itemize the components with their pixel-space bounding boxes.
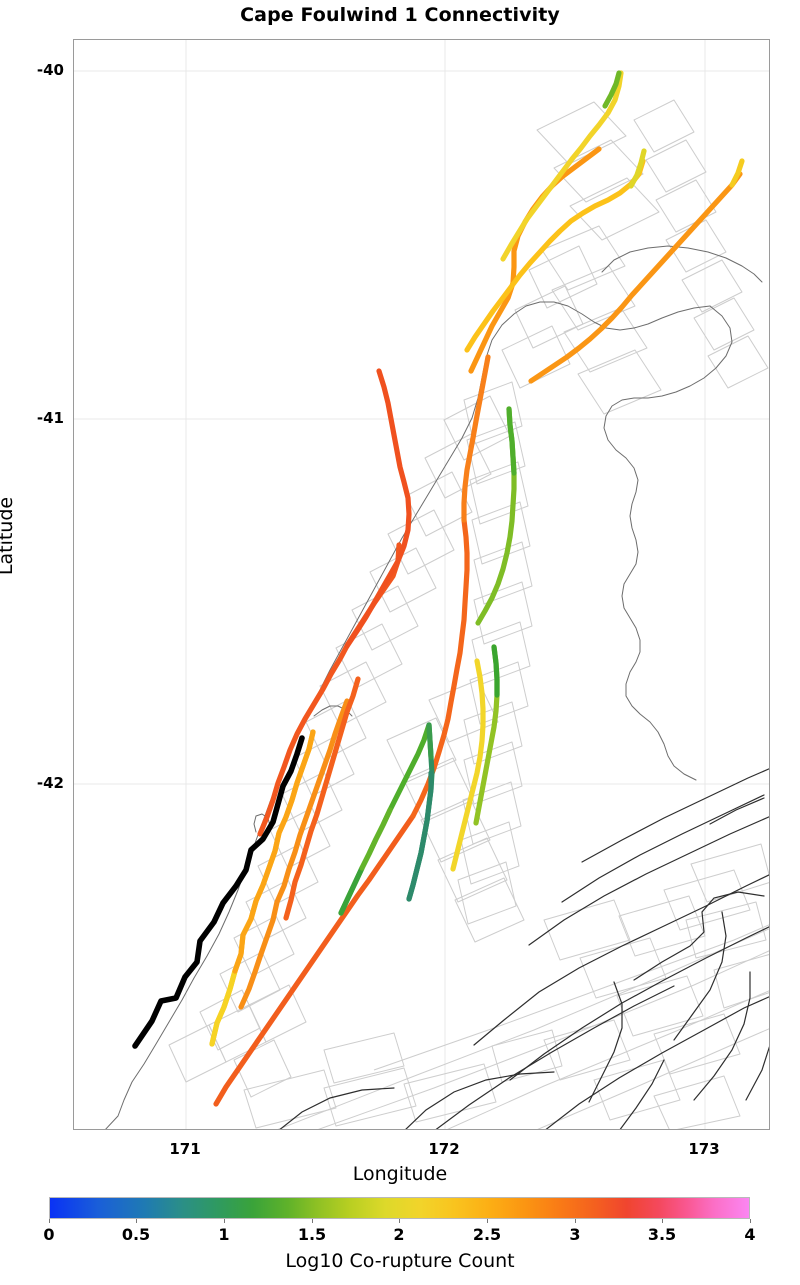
colorbar-tick-label: 3.5 bbox=[647, 1225, 677, 1244]
colorbar-tick-label: 2.5 bbox=[472, 1225, 502, 1244]
y-axis-label: Latitude bbox=[0, 496, 17, 576]
ytick-label: -41 bbox=[36, 409, 64, 427]
colorbar-label: Log10 Co-rupture Count bbox=[285, 1250, 515, 1272]
colorbar-tick-label: 2 bbox=[393, 1225, 405, 1244]
colorbar-ticks: 0 0.5 1 1.5 2 2.5 3 3.5 4 bbox=[0, 1219, 800, 1246]
colorbar-tickmark bbox=[662, 1219, 663, 1223]
gridlines bbox=[74, 40, 769, 1129]
coastline bbox=[105, 245, 763, 1129]
colorbar-tickmark bbox=[49, 1219, 50, 1223]
xtick-label: 173 bbox=[688, 1140, 720, 1158]
xtick-label: 172 bbox=[428, 1140, 460, 1158]
colorbar-tickmark bbox=[575, 1219, 576, 1223]
colorbar-tickmark bbox=[487, 1219, 488, 1223]
colorbar-tickmark bbox=[136, 1219, 137, 1223]
corupture-fault-traces bbox=[209, 70, 745, 1107]
colorbar-tickmark bbox=[312, 1219, 313, 1223]
background-fault-network bbox=[168, 99, 769, 1129]
colorbar-tick-label: 3 bbox=[569, 1225, 581, 1244]
secondary-fault-traces bbox=[279, 768, 769, 1129]
map-plot-area[interactable] bbox=[73, 39, 770, 1130]
colorbar-tickmark bbox=[750, 1219, 751, 1223]
colorbar-tick-label: 0 bbox=[43, 1225, 55, 1244]
ytick-label: -40 bbox=[36, 61, 64, 79]
xtick-label: 171 bbox=[169, 1140, 201, 1158]
map-canvas bbox=[74, 40, 769, 1129]
colorbar-tickmark bbox=[399, 1219, 400, 1223]
colorbar-gradient bbox=[49, 1197, 750, 1219]
colorbar-tickmark bbox=[224, 1219, 225, 1223]
x-axis-label: Longitude bbox=[352, 1163, 448, 1185]
colorbar-tick-label: 1.5 bbox=[297, 1225, 327, 1244]
source-fault-trace bbox=[132, 735, 305, 1049]
colorbar-tick-label: 1 bbox=[218, 1225, 230, 1244]
colorbar-tick-label: 4 bbox=[744, 1225, 756, 1244]
ytick-label: -42 bbox=[36, 774, 64, 792]
page-title: Cape Foulwind 1 Connectivity bbox=[240, 4, 560, 26]
colorbar-tick-label: 0.5 bbox=[121, 1225, 151, 1244]
colorbar[interactable] bbox=[49, 1197, 750, 1219]
